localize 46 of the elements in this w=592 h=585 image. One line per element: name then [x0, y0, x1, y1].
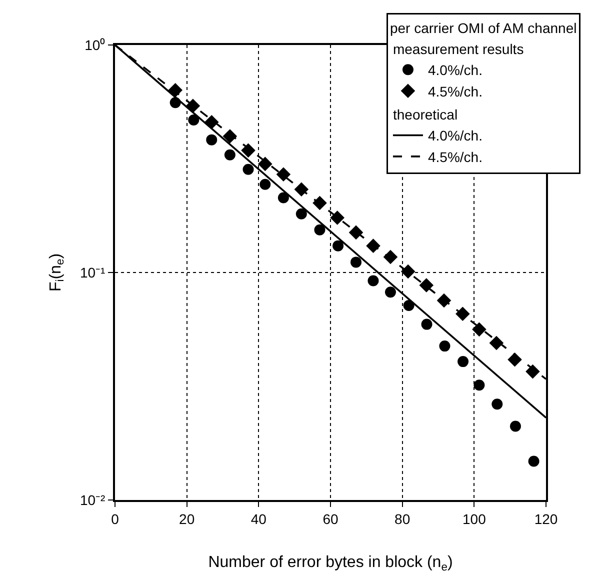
- point: [368, 275, 379, 286]
- point: [314, 224, 326, 236]
- point: [348, 225, 364, 240]
- point: [458, 356, 469, 368]
- x-tick-label: 20: [179, 510, 195, 527]
- point: [472, 322, 486, 337]
- x-tick-label: 40: [250, 510, 267, 527]
- legend-label: 4.5%/ch.: [428, 83, 482, 100]
- annotation: theoretical: [392, 106, 458, 123]
- x-tick-label: 100: [462, 510, 486, 527]
- legend-label: 4.0%/ch.: [428, 128, 482, 144]
- x-tick-label: 0: [111, 510, 120, 527]
- point: [188, 114, 200, 126]
- point: [296, 208, 307, 220]
- point: [278, 192, 289, 204]
- point: [400, 264, 416, 279]
- point: [330, 210, 344, 225]
- point: [510, 420, 521, 432]
- y-tick-label: 10⁻²: [80, 492, 106, 508]
- y-tick-label: 10⁻¹: [80, 264, 106, 280]
- point: [258, 156, 272, 172]
- legend-label: 4.5%/ch.: [428, 148, 482, 165]
- legend-label: 4.0%/ch.: [428, 62, 482, 78]
- point: [260, 178, 271, 190]
- x-tick-label: 80: [394, 510, 410, 527]
- point: [350, 256, 362, 268]
- point: [403, 300, 414, 312]
- legend-title: per carrier OMI of AM channel: [390, 20, 577, 36]
- point: [489, 336, 504, 350]
- point: [384, 286, 396, 298]
- point: [421, 318, 432, 330]
- point: [332, 240, 344, 252]
- point: [419, 278, 434, 292]
- point: [528, 456, 540, 467]
- x-axis-title: Number of error bytes in block (n$_{e}$): [208, 554, 453, 574]
- annotation: measurement results: [392, 40, 524, 57]
- x-tick-label: 60: [322, 510, 338, 527]
- point: [474, 380, 485, 391]
- y-tick-label: 10⁰: [84, 36, 106, 53]
- point: [206, 134, 218, 146]
- x-tick-label: 120: [534, 510, 558, 527]
- point: [492, 398, 503, 410]
- point: [242, 164, 254, 175]
- point: [439, 340, 450, 352]
- point: [224, 149, 236, 160]
- point: [276, 167, 291, 182]
